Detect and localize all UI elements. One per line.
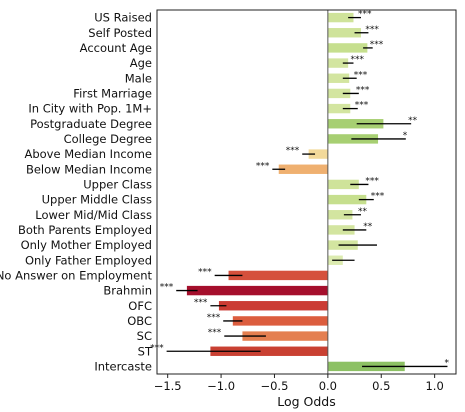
category-label: Lower Mid/Mid Class — [35, 208, 152, 222]
bar — [327, 88, 351, 99]
bar — [327, 58, 349, 68]
bar — [232, 316, 328, 326]
significance-label: *** — [354, 70, 368, 80]
significance-label: *** — [350, 55, 364, 65]
bar — [327, 194, 367, 205]
x-tick-label: −1.0 — [207, 379, 235, 393]
x-tick-label: 0.5 — [372, 379, 390, 393]
bar — [218, 301, 328, 311]
significance-label: *** — [365, 25, 379, 35]
category-label: In City with Pop. 1M+ — [28, 102, 152, 116]
significance-label: ** — [358, 207, 368, 217]
significance-label: *** — [160, 283, 174, 293]
significance-label: *** — [256, 161, 270, 171]
bar — [242, 331, 328, 341]
x-tick-label: 1.0 — [425, 379, 443, 393]
significance-label: * — [403, 131, 408, 141]
category-label: Only Father Employed — [25, 253, 152, 267]
significance-label: *** — [371, 192, 385, 202]
x-tick-label: −1.5 — [154, 379, 182, 393]
significance-label: *** — [365, 176, 379, 186]
bar — [327, 225, 355, 235]
bar — [327, 210, 353, 220]
significance-label: *** — [355, 101, 369, 111]
x-axis-ticks: −1.5 −1.0 −0.5 0.0 0.5 1.0 — [154, 374, 444, 393]
bar — [308, 149, 328, 159]
significance-label: *** — [198, 267, 212, 277]
category-label: No Answer on Employment — [0, 268, 152, 282]
bar — [327, 179, 359, 190]
category-label: Only Mother Employed — [21, 238, 152, 252]
category-label: Both Parents Employed — [18, 223, 152, 237]
bar — [327, 73, 350, 83]
significance-label: *** — [358, 10, 372, 20]
category-label: Brahmin — [103, 284, 152, 298]
category-label: Below Median Income — [26, 162, 152, 176]
significance-label: ** — [363, 222, 373, 232]
x-tick-label: 0.0 — [319, 379, 337, 393]
significance-label: *** — [356, 85, 370, 95]
category-label: Above Median Income — [24, 147, 152, 161]
significance-label: *** — [370, 40, 384, 50]
significance-label: ** — [408, 116, 418, 126]
significance-label: *** — [194, 298, 208, 308]
category-label: Upper Middle Class — [42, 193, 152, 207]
bar — [327, 43, 368, 53]
category-label: OBC — [127, 314, 152, 328]
category-label: Postgraduate Degree — [30, 117, 152, 131]
bar — [327, 12, 354, 23]
bar — [327, 28, 361, 38]
category-label: Intercaste — [94, 359, 152, 373]
bar — [186, 285, 328, 296]
category-label: OFC — [128, 299, 152, 313]
category-label: Account Age — [80, 41, 152, 55]
x-tick-label: −0.5 — [260, 379, 288, 393]
category-label: First Marriage — [73, 86, 152, 100]
bar — [327, 119, 384, 129]
category-label: Self Posted — [88, 26, 152, 40]
bar — [327, 103, 351, 114]
bar — [228, 270, 328, 281]
category-label: ST — [138, 344, 153, 358]
significance-label: *** — [208, 328, 222, 338]
category-label: Male — [125, 71, 152, 85]
plot-frame — [156, 9, 457, 375]
category-label: SC — [137, 329, 152, 343]
significance-label: *** — [286, 146, 300, 156]
significance-label: *** — [207, 313, 221, 323]
bar — [210, 346, 328, 356]
bars-layer: ****************************************… — [150, 10, 449, 372]
bar — [278, 164, 328, 174]
significance-label: * — [444, 358, 449, 368]
category-label: US Raised — [94, 11, 152, 25]
category-label: Age — [130, 56, 152, 70]
category-label: College Degree — [64, 132, 152, 146]
category-label: Upper Class — [83, 177, 152, 191]
x-axis-label: Log Odds — [277, 394, 336, 409]
